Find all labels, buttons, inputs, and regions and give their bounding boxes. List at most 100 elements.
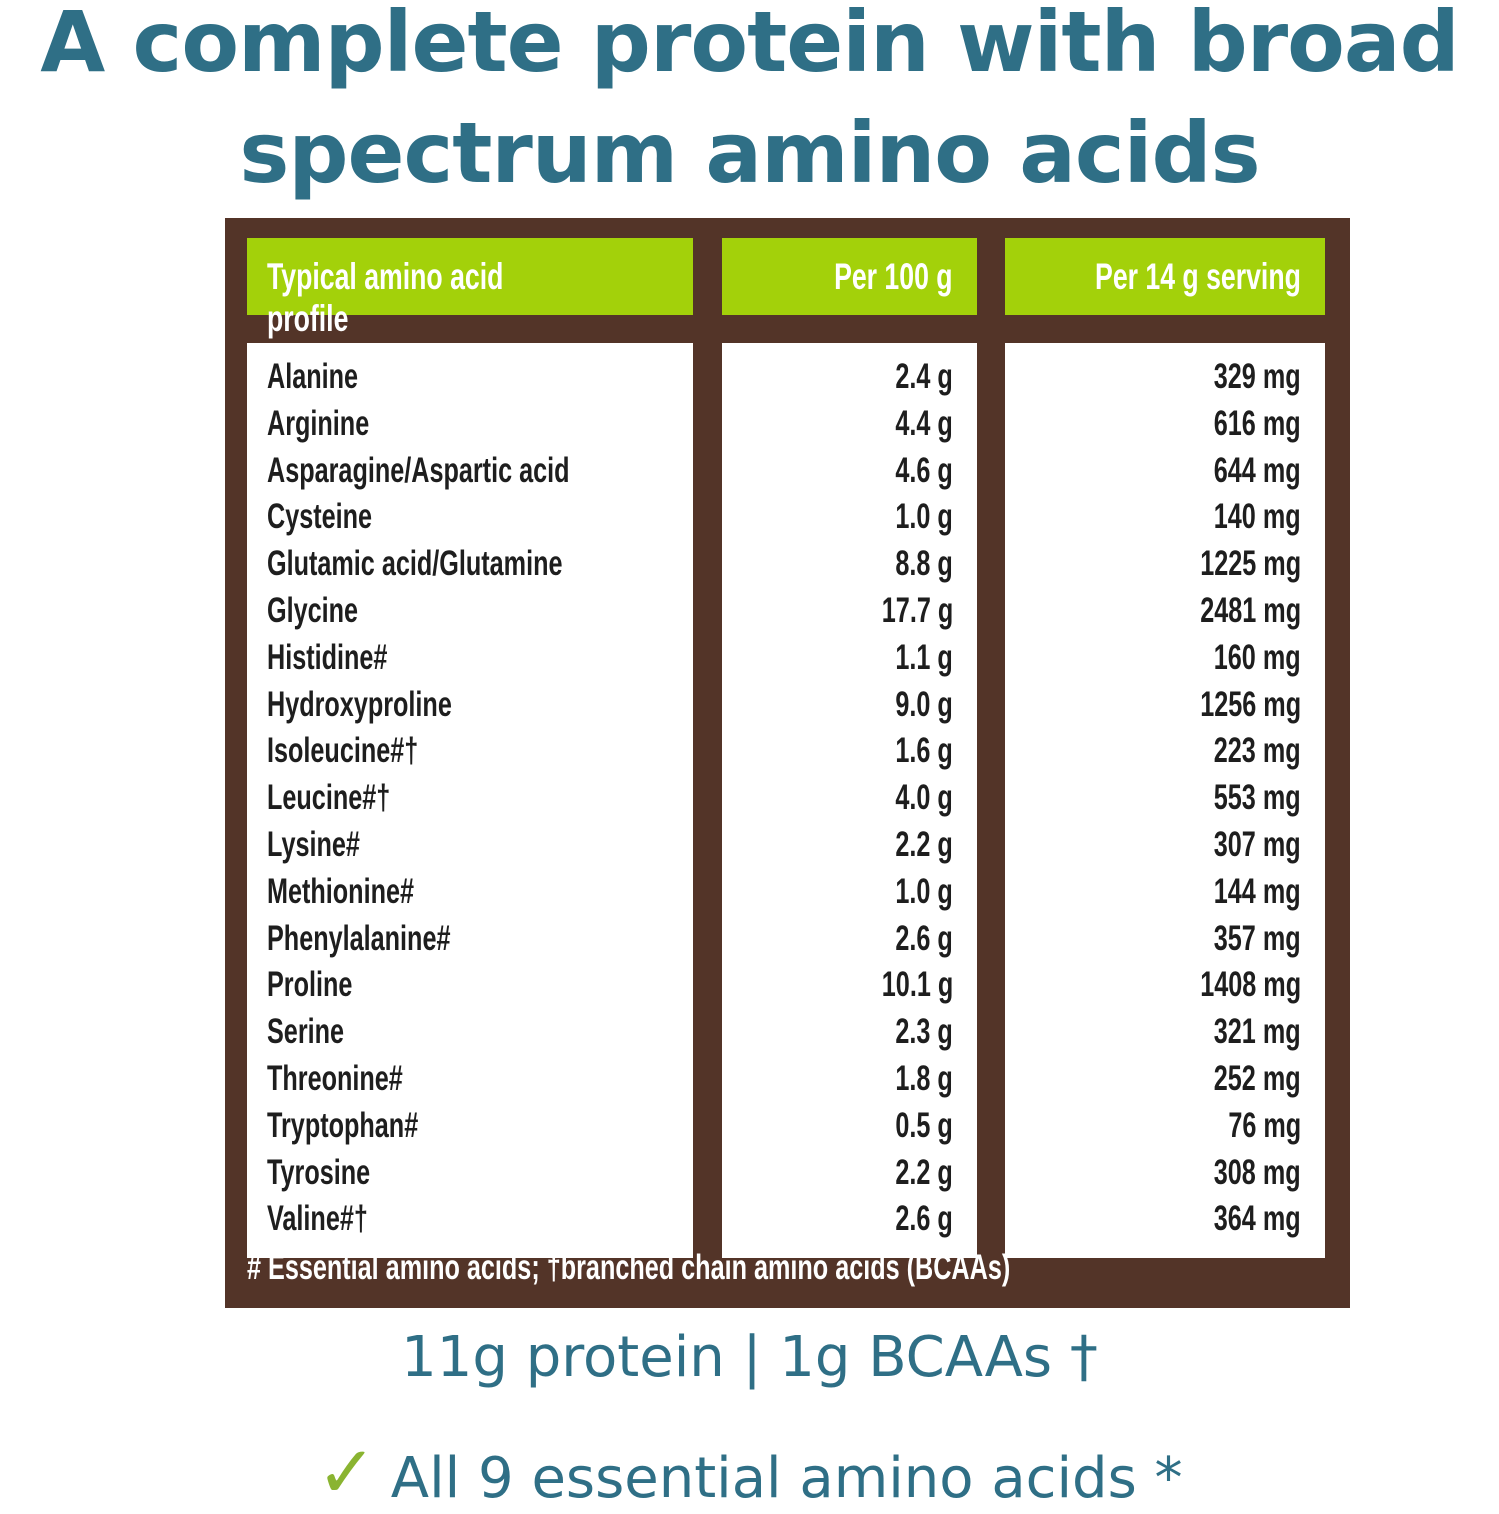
per-100g-value: 0.5 g [895, 1105, 953, 1145]
table-row: 1.0 g [722, 491, 977, 537]
table-row: Threonine# [247, 1053, 693, 1099]
amino-acid-name: Alanine [267, 357, 359, 396]
per-100g-value: 1.8 g [895, 1059, 953, 1098]
header-label: Per 14 g serving [1095, 256, 1301, 297]
amino-acid-name: Cysteine [267, 497, 373, 537]
table-row: Asparagine/Aspartic acid [247, 445, 693, 491]
header-label: Typical amino acid profile [267, 256, 504, 339]
table-row: 357 mg [1005, 913, 1325, 959]
table-row: 329 mg [1005, 351, 1325, 397]
amino-acid-table: Typical amino acid profile Alanine Argini… [225, 218, 1350, 1308]
check-icon: ✓ [316, 1430, 377, 1514]
per-100g-value: 1.6 g [895, 731, 953, 771]
table-row: 1.8 g [722, 1053, 977, 1099]
table-row: Serine [247, 1006, 693, 1052]
table-row: 160 mg [1005, 632, 1325, 678]
per-100g-value: 1.0 g [895, 871, 953, 911]
table-row: 9.0 g [722, 679, 977, 725]
title-line-2: spectrum amino acids [239, 104, 1260, 202]
per-serving-value: 144 mg [1214, 871, 1301, 911]
protein-summary: 11g protein | 1g BCAAs † [401, 1325, 1098, 1390]
per-serving-value: 321 mg [1214, 1012, 1301, 1052]
per-serving-value: 223 mg [1214, 731, 1301, 771]
header-per-100g: Per 100 g [722, 238, 977, 315]
title-line-1: A complete protein with broad [40, 0, 1459, 91]
table-row: 252 mg [1005, 1053, 1325, 1099]
table-row: 76 mg [1005, 1100, 1325, 1146]
per-serving-value: 1408 mg [1200, 965, 1301, 1005]
table-row: Alanine [247, 351, 693, 397]
table-row: 140 mg [1005, 491, 1325, 537]
table-row: 308 mg [1005, 1147, 1325, 1193]
per-serving-value: 160 mg [1214, 637, 1301, 677]
per-100g-value: 2.2 g [895, 1152, 953, 1192]
per-100g-value: 2.6 g [895, 1199, 953, 1239]
table-row: 1256 mg [1005, 679, 1325, 725]
table-row: 2.6 g [722, 913, 977, 959]
table-row: 144 mg [1005, 866, 1325, 912]
per-serving-value: 357 mg [1214, 918, 1301, 958]
table-row: 616 mg [1005, 398, 1325, 444]
table-row: Isoleucine#† [247, 725, 693, 771]
table-row: 2.2 g [722, 819, 977, 865]
table-row: Hydroxyproline [247, 679, 693, 725]
table-row: 1.0 g [722, 866, 977, 912]
table-row: Tyrosine [247, 1147, 693, 1193]
amino-acid-name: Arginine [267, 403, 370, 443]
table-row: 644 mg [1005, 445, 1325, 491]
column-per-100g: Per 100 g 2.4 g 4.4 g 4.6 g 1.0 g 8.8 g 17.7 … [722, 238, 977, 1258]
table-row: Glutamic acid/Glutamine [247, 538, 693, 584]
table-row: 321 mg [1005, 1006, 1325, 1052]
per-serving-value: 252 mg [1214, 1059, 1301, 1098]
table-row: 223 mg [1005, 725, 1325, 771]
per-serving-value: 1225 mg [1200, 544, 1301, 584]
amino-acid-name: Tyrosine [267, 1152, 371, 1192]
table-row: 2.4 g [722, 351, 977, 397]
table-row: 1408 mg [1005, 959, 1325, 1005]
per-100g-value: 8.8 g [895, 544, 953, 584]
essential-summary: ✓ All 9 essential amino acids * [0, 1430, 1499, 1514]
table-row: 1225 mg [1005, 538, 1325, 584]
amino-acid-name: Hydroxyproline [267, 684, 452, 724]
table-row: 2481 mg [1005, 585, 1325, 631]
header-per-serving: Per 14 g serving [1005, 238, 1325, 315]
table-row: 307 mg [1005, 819, 1325, 865]
table-row: 2.3 g [722, 1006, 977, 1052]
header-label: Per 100 g [834, 256, 953, 297]
table-row: 2.2 g [722, 1147, 977, 1193]
footnote: # Essential amino acids; †branched chain… [247, 1248, 1011, 1287]
table-row: 0.5 g [722, 1100, 977, 1146]
table-row: 364 mg [1005, 1193, 1325, 1239]
per-serving-value: 329 mg [1214, 357, 1301, 396]
table-row: 553 mg [1005, 772, 1325, 818]
per-serving-value: 140 mg [1214, 497, 1301, 537]
table-row: Methionine# [247, 866, 693, 912]
per-100g-value: 1.0 g [895, 497, 953, 537]
column-name: Typical amino acid profile Alanine Argini… [247, 238, 693, 1258]
amino-acid-name: Tryptophan# [267, 1105, 419, 1145]
amino-acid-name: Asparagine/Aspartic acid [267, 450, 570, 490]
per-100g-value: 4.4 g [895, 403, 953, 443]
per-serving-value: 616 mg [1214, 403, 1301, 443]
amino-acid-name: Glutamic acid/Glutamine [267, 544, 563, 584]
column-body: 329 mg 616 mg 644 mg 140 mg 1225 mg 2481 mg 16… [1005, 343, 1325, 1258]
table-row: 10.1 g [722, 959, 977, 1005]
table-row: 1.6 g [722, 725, 977, 771]
per-100g-value: 2.4 g [895, 357, 953, 396]
per-100g-value: 4.6 g [895, 450, 953, 490]
per-100g-value: 1.1 g [895, 637, 953, 677]
table-row: Tryptophan# [247, 1100, 693, 1146]
table-row: 4.6 g [722, 445, 977, 491]
amino-acid-name: Threonine# [267, 1059, 403, 1098]
column-body: Alanine Arginine Asparagine/Aspartic acid C… [247, 343, 693, 1258]
per-serving-value: 644 mg [1214, 450, 1301, 490]
table-row: Arginine [247, 398, 693, 444]
table-row: 1.1 g [722, 632, 977, 678]
table-row: 17.7 g [722, 585, 977, 631]
per-serving-value: 364 mg [1214, 1199, 1301, 1239]
header-name: Typical amino acid profile [247, 238, 693, 339]
amino-acid-name: Histidine# [267, 637, 388, 677]
column-per-serving: Per 14 g serving 329 mg 616 mg 644 mg 140 m… [1005, 238, 1325, 1258]
amino-acid-name: Valine#† [267, 1199, 368, 1239]
amino-acid-name: Glycine [267, 591, 359, 630]
